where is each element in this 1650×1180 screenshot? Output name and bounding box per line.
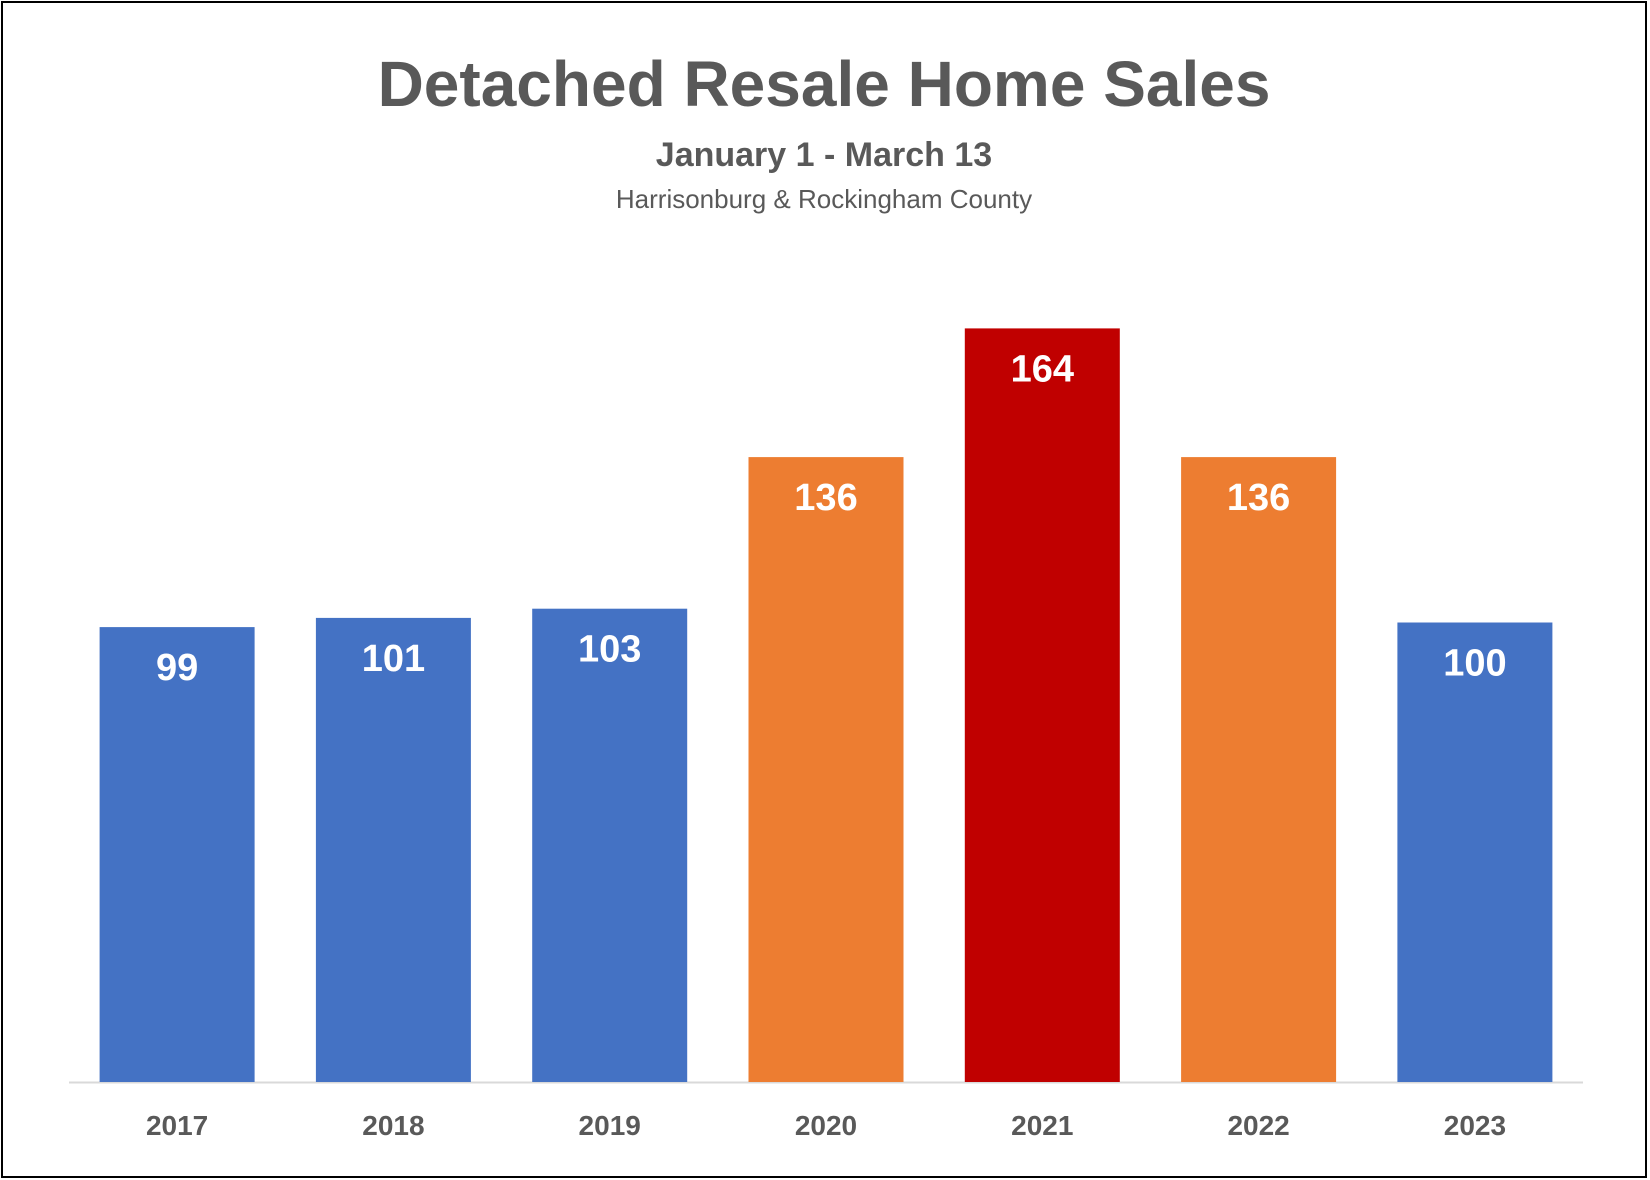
chart-location: Harrisonburg & Rockingham County: [615, 184, 1033, 214]
bar-2021: [964, 328, 1120, 1082]
bar-2020: [748, 457, 904, 1083]
data-label-2022: 136: [1227, 477, 1290, 519]
data-label-2021: 164: [1011, 348, 1074, 390]
bar-2019: [532, 608, 688, 1082]
data-label-2020: 136: [794, 477, 857, 519]
bar-2017: [99, 627, 255, 1082]
chart-title: Detached Resale Home Sales: [377, 48, 1271, 120]
bar-2018: [315, 617, 471, 1082]
data-label-2018: 101: [362, 638, 425, 680]
x-tick-label-2022: 2022: [1227, 1110, 1289, 1141]
bar-2023: [1397, 622, 1553, 1082]
data-label-2023: 100: [1443, 643, 1506, 685]
x-tick-label-2021: 2021: [1011, 1110, 1073, 1141]
x-tick-label-2020: 2020: [795, 1110, 857, 1141]
x-tick-label-2023: 2023: [1444, 1110, 1506, 1141]
bar-chart: 99 2017 101 2018 103 2019 136 2020 164 2021 136 202…: [69, 328, 1583, 1141]
x-tick-label-2019: 2019: [579, 1110, 641, 1141]
data-label-2019: 103: [578, 629, 641, 671]
chart-subtitle: January 1 - March 13: [655, 136, 993, 174]
data-label-2017: 99: [156, 647, 198, 689]
x-tick-label-2017: 2017: [146, 1110, 208, 1141]
bar-2022: [1181, 457, 1337, 1083]
x-tick-label-2018: 2018: [362, 1110, 424, 1141]
